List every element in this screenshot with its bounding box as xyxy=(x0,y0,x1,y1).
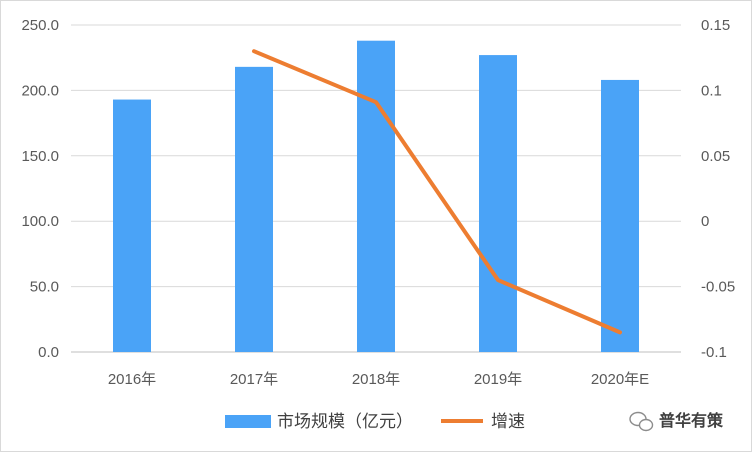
right-tick-label: -0.1 xyxy=(701,344,727,361)
bar xyxy=(235,67,273,352)
bar xyxy=(357,41,395,352)
x-tick-label: 2020年E xyxy=(591,371,649,388)
growth-line xyxy=(254,51,620,332)
right-tick-label: 0.15 xyxy=(701,17,730,34)
right-tick-label: 0.1 xyxy=(701,82,722,99)
line-series xyxy=(254,51,620,332)
x-axis-ticks: 2016年 2017年 2018年 2019年 2020年E xyxy=(108,371,649,388)
bar xyxy=(601,80,639,352)
legend: 市场规模（亿元） 增速 xyxy=(225,412,525,431)
legend-label-line: 增速 xyxy=(491,412,525,431)
watermark: 普华有策 xyxy=(630,411,724,431)
left-tick-label: 150.0 xyxy=(21,148,59,165)
x-tick-label: 2016年 xyxy=(108,371,156,388)
right-axis-ticks: -0.1 -0.05 0 0.05 0.1 0.15 xyxy=(701,17,735,361)
bar xyxy=(479,55,517,352)
right-tick-label: 0.05 xyxy=(701,148,730,165)
left-tick-label: 200.0 xyxy=(21,82,59,99)
right-tick-label: 0 xyxy=(701,213,709,230)
left-axis-ticks: 0.0 50.0 100.0 150.0 200.0 250.0 xyxy=(21,17,59,361)
x-tick-label: 2019年 xyxy=(474,371,522,388)
watermark-text: 普华有策 xyxy=(659,411,724,430)
x-tick-label: 2018年 xyxy=(352,371,400,388)
left-tick-label: 100.0 xyxy=(21,213,59,230)
left-tick-label: 250.0 xyxy=(21,17,59,34)
wechat-icon xyxy=(630,413,653,431)
left-tick-label: 50.0 xyxy=(30,279,59,296)
left-tick-label: 0.0 xyxy=(38,344,59,361)
legend-label-bar: 市场规模（亿元） xyxy=(277,412,413,431)
legend-swatch-bar xyxy=(225,415,271,428)
bar xyxy=(113,100,151,352)
right-tick-label: -0.05 xyxy=(701,279,735,296)
x-tick-label: 2017年 xyxy=(230,371,278,388)
